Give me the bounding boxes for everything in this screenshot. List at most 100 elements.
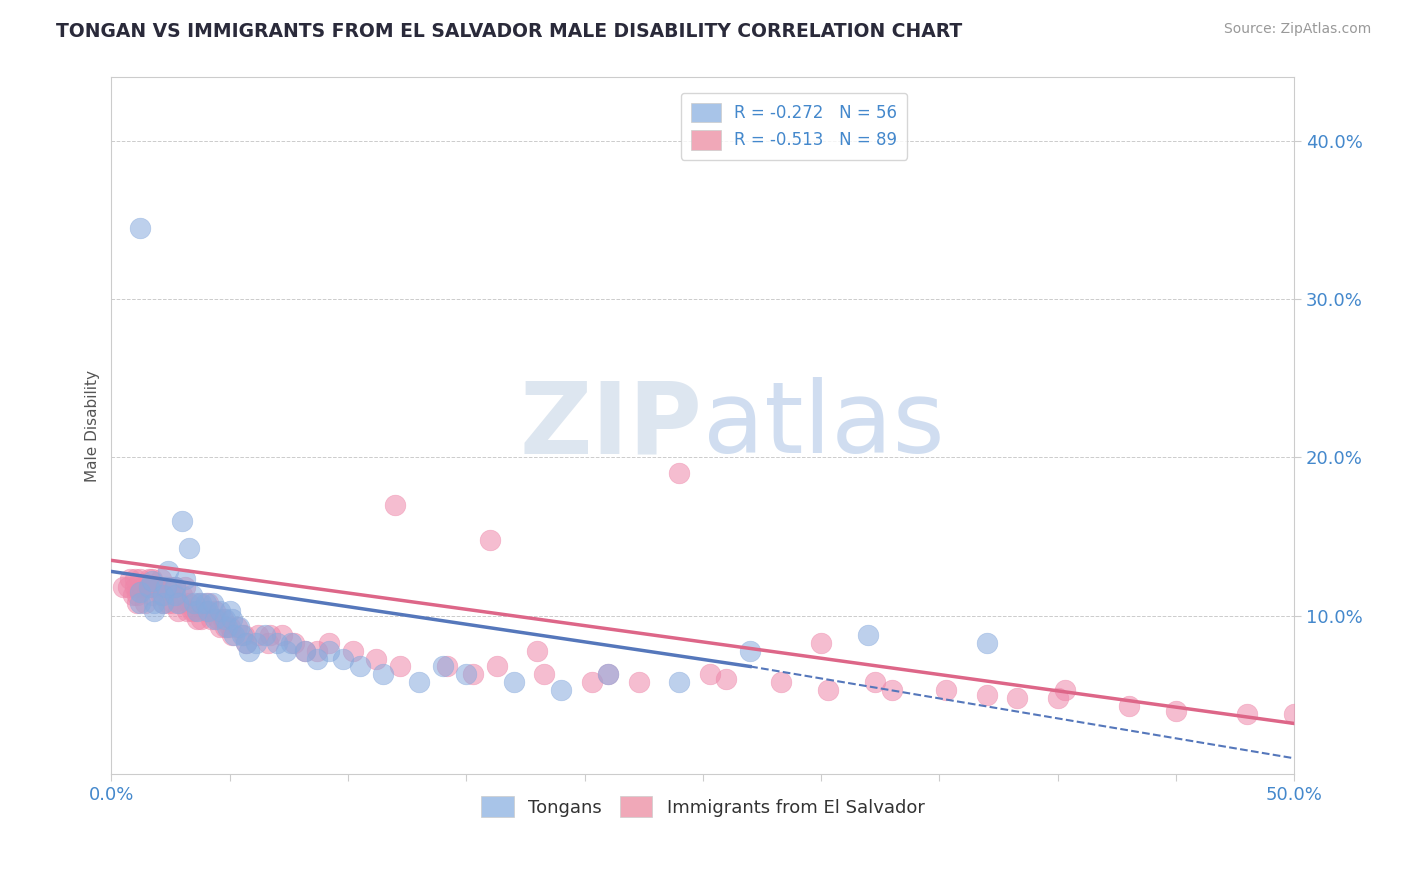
Point <box>120 573 142 587</box>
Point <box>179 596 201 610</box>
Point <box>384 498 406 512</box>
Text: ZIP: ZIP <box>520 377 703 475</box>
Point <box>117 580 139 594</box>
Point <box>141 573 163 587</box>
Point <box>121 588 143 602</box>
Point <box>131 580 153 594</box>
Point <box>307 643 329 657</box>
Point <box>155 580 177 594</box>
Point <box>456 667 478 681</box>
Point <box>183 596 205 610</box>
Point <box>190 596 212 610</box>
Point <box>976 688 998 702</box>
Point <box>186 612 208 626</box>
Point <box>187 596 209 610</box>
Point <box>141 588 163 602</box>
Text: Source: ZipAtlas.com: Source: ZipAtlas.com <box>1223 22 1371 37</box>
Point <box>138 580 160 594</box>
Point <box>581 675 603 690</box>
Point <box>373 667 395 681</box>
Point <box>245 636 267 650</box>
Point <box>526 643 548 657</box>
Point <box>810 636 832 650</box>
Point <box>342 643 364 657</box>
Point <box>166 596 188 610</box>
Point <box>135 580 157 594</box>
Point <box>668 675 690 690</box>
Point <box>165 580 187 594</box>
Point <box>157 565 180 579</box>
Point <box>598 667 620 681</box>
Point <box>169 596 191 610</box>
Point <box>366 651 388 665</box>
Point <box>180 604 202 618</box>
Point <box>204 612 226 626</box>
Point <box>180 588 202 602</box>
Point <box>155 580 177 594</box>
Point <box>128 585 150 599</box>
Point <box>307 651 329 665</box>
Point <box>218 604 240 618</box>
Point <box>294 643 316 657</box>
Point <box>159 580 181 594</box>
Point <box>157 596 180 610</box>
Point <box>408 675 430 690</box>
Legend: Tongans, Immigrants from El Salvador: Tongans, Immigrants from El Salvador <box>474 789 932 824</box>
Point <box>214 620 236 634</box>
Point <box>318 643 340 657</box>
Point <box>173 573 195 587</box>
Point <box>598 667 620 681</box>
Point <box>280 636 302 650</box>
Point <box>214 612 236 626</box>
Point <box>247 628 270 642</box>
Point <box>231 628 253 642</box>
Point <box>1282 706 1305 721</box>
Point <box>478 533 501 547</box>
Point <box>152 588 174 602</box>
Point <box>221 612 243 626</box>
Point <box>432 659 454 673</box>
Point <box>148 580 170 594</box>
Point <box>627 675 650 690</box>
Point <box>533 667 555 681</box>
Point <box>173 580 195 594</box>
Point <box>150 588 173 602</box>
Point <box>1007 691 1029 706</box>
Point <box>141 574 163 588</box>
Point <box>1118 699 1140 714</box>
Point <box>716 672 738 686</box>
Point <box>769 675 792 690</box>
Y-axis label: Male Disability: Male Disability <box>86 370 100 482</box>
Point <box>152 596 174 610</box>
Point <box>1236 706 1258 721</box>
Point <box>211 612 233 626</box>
Point <box>817 683 839 698</box>
Point <box>880 683 903 698</box>
Point <box>209 604 232 618</box>
Point <box>389 659 412 673</box>
Point <box>740 643 762 657</box>
Point <box>172 588 194 602</box>
Point <box>1046 691 1069 706</box>
Point <box>256 636 278 650</box>
Point <box>179 541 201 555</box>
Point <box>124 580 146 594</box>
Point <box>550 683 572 698</box>
Point <box>145 580 167 594</box>
Point <box>1164 704 1187 718</box>
Point <box>197 604 219 618</box>
Point <box>238 643 260 657</box>
Point <box>128 573 150 587</box>
Point <box>165 588 187 602</box>
Point <box>172 514 194 528</box>
Point <box>935 683 957 698</box>
Point <box>128 220 150 235</box>
Point <box>699 667 721 681</box>
Point <box>221 628 243 642</box>
Point <box>259 628 281 642</box>
Point <box>183 604 205 618</box>
Point <box>143 596 166 610</box>
Point <box>270 628 292 642</box>
Point <box>463 667 485 681</box>
Point <box>294 643 316 657</box>
